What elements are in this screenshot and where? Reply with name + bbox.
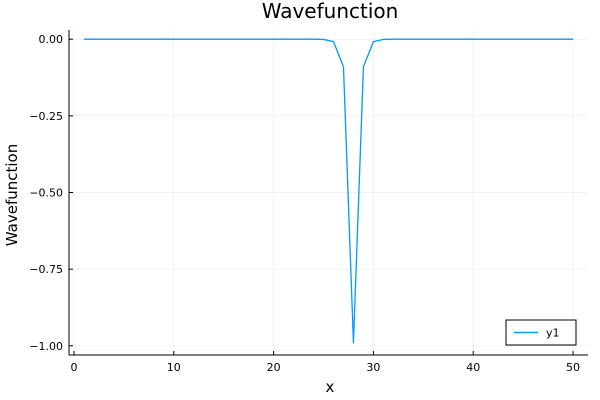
y-axis-title: Wavefunction [3,144,21,246]
x-tick-label: 50 [566,361,580,374]
series-line-y1 [83,38,574,344]
legend: y1 [505,319,577,346]
grid [69,30,588,355]
y-tick-label: 0.00 [39,33,64,46]
x-tick-label: 10 [167,361,181,374]
x-tick-label: 30 [366,361,380,374]
y-tick-label: −0.50 [29,187,63,200]
y-tick-label: −0.75 [29,263,63,276]
x-tick-label: 20 [267,361,281,374]
x-tick-label: 0 [70,361,77,374]
ticks: 0 10 20 30 40 50 0.00 −0.25 −0.50 −0.75 −1.00 [29,33,580,374]
x-tick-label: 40 [466,361,480,374]
chart-title: Wavefunction [262,0,399,23]
x-axis-title: x [326,378,335,396]
y-tick-label: −1.00 [29,340,63,353]
y-tick-label: −0.25 [29,110,63,123]
series-layer [83,38,574,344]
legend-label-y1: y1 [546,327,560,340]
